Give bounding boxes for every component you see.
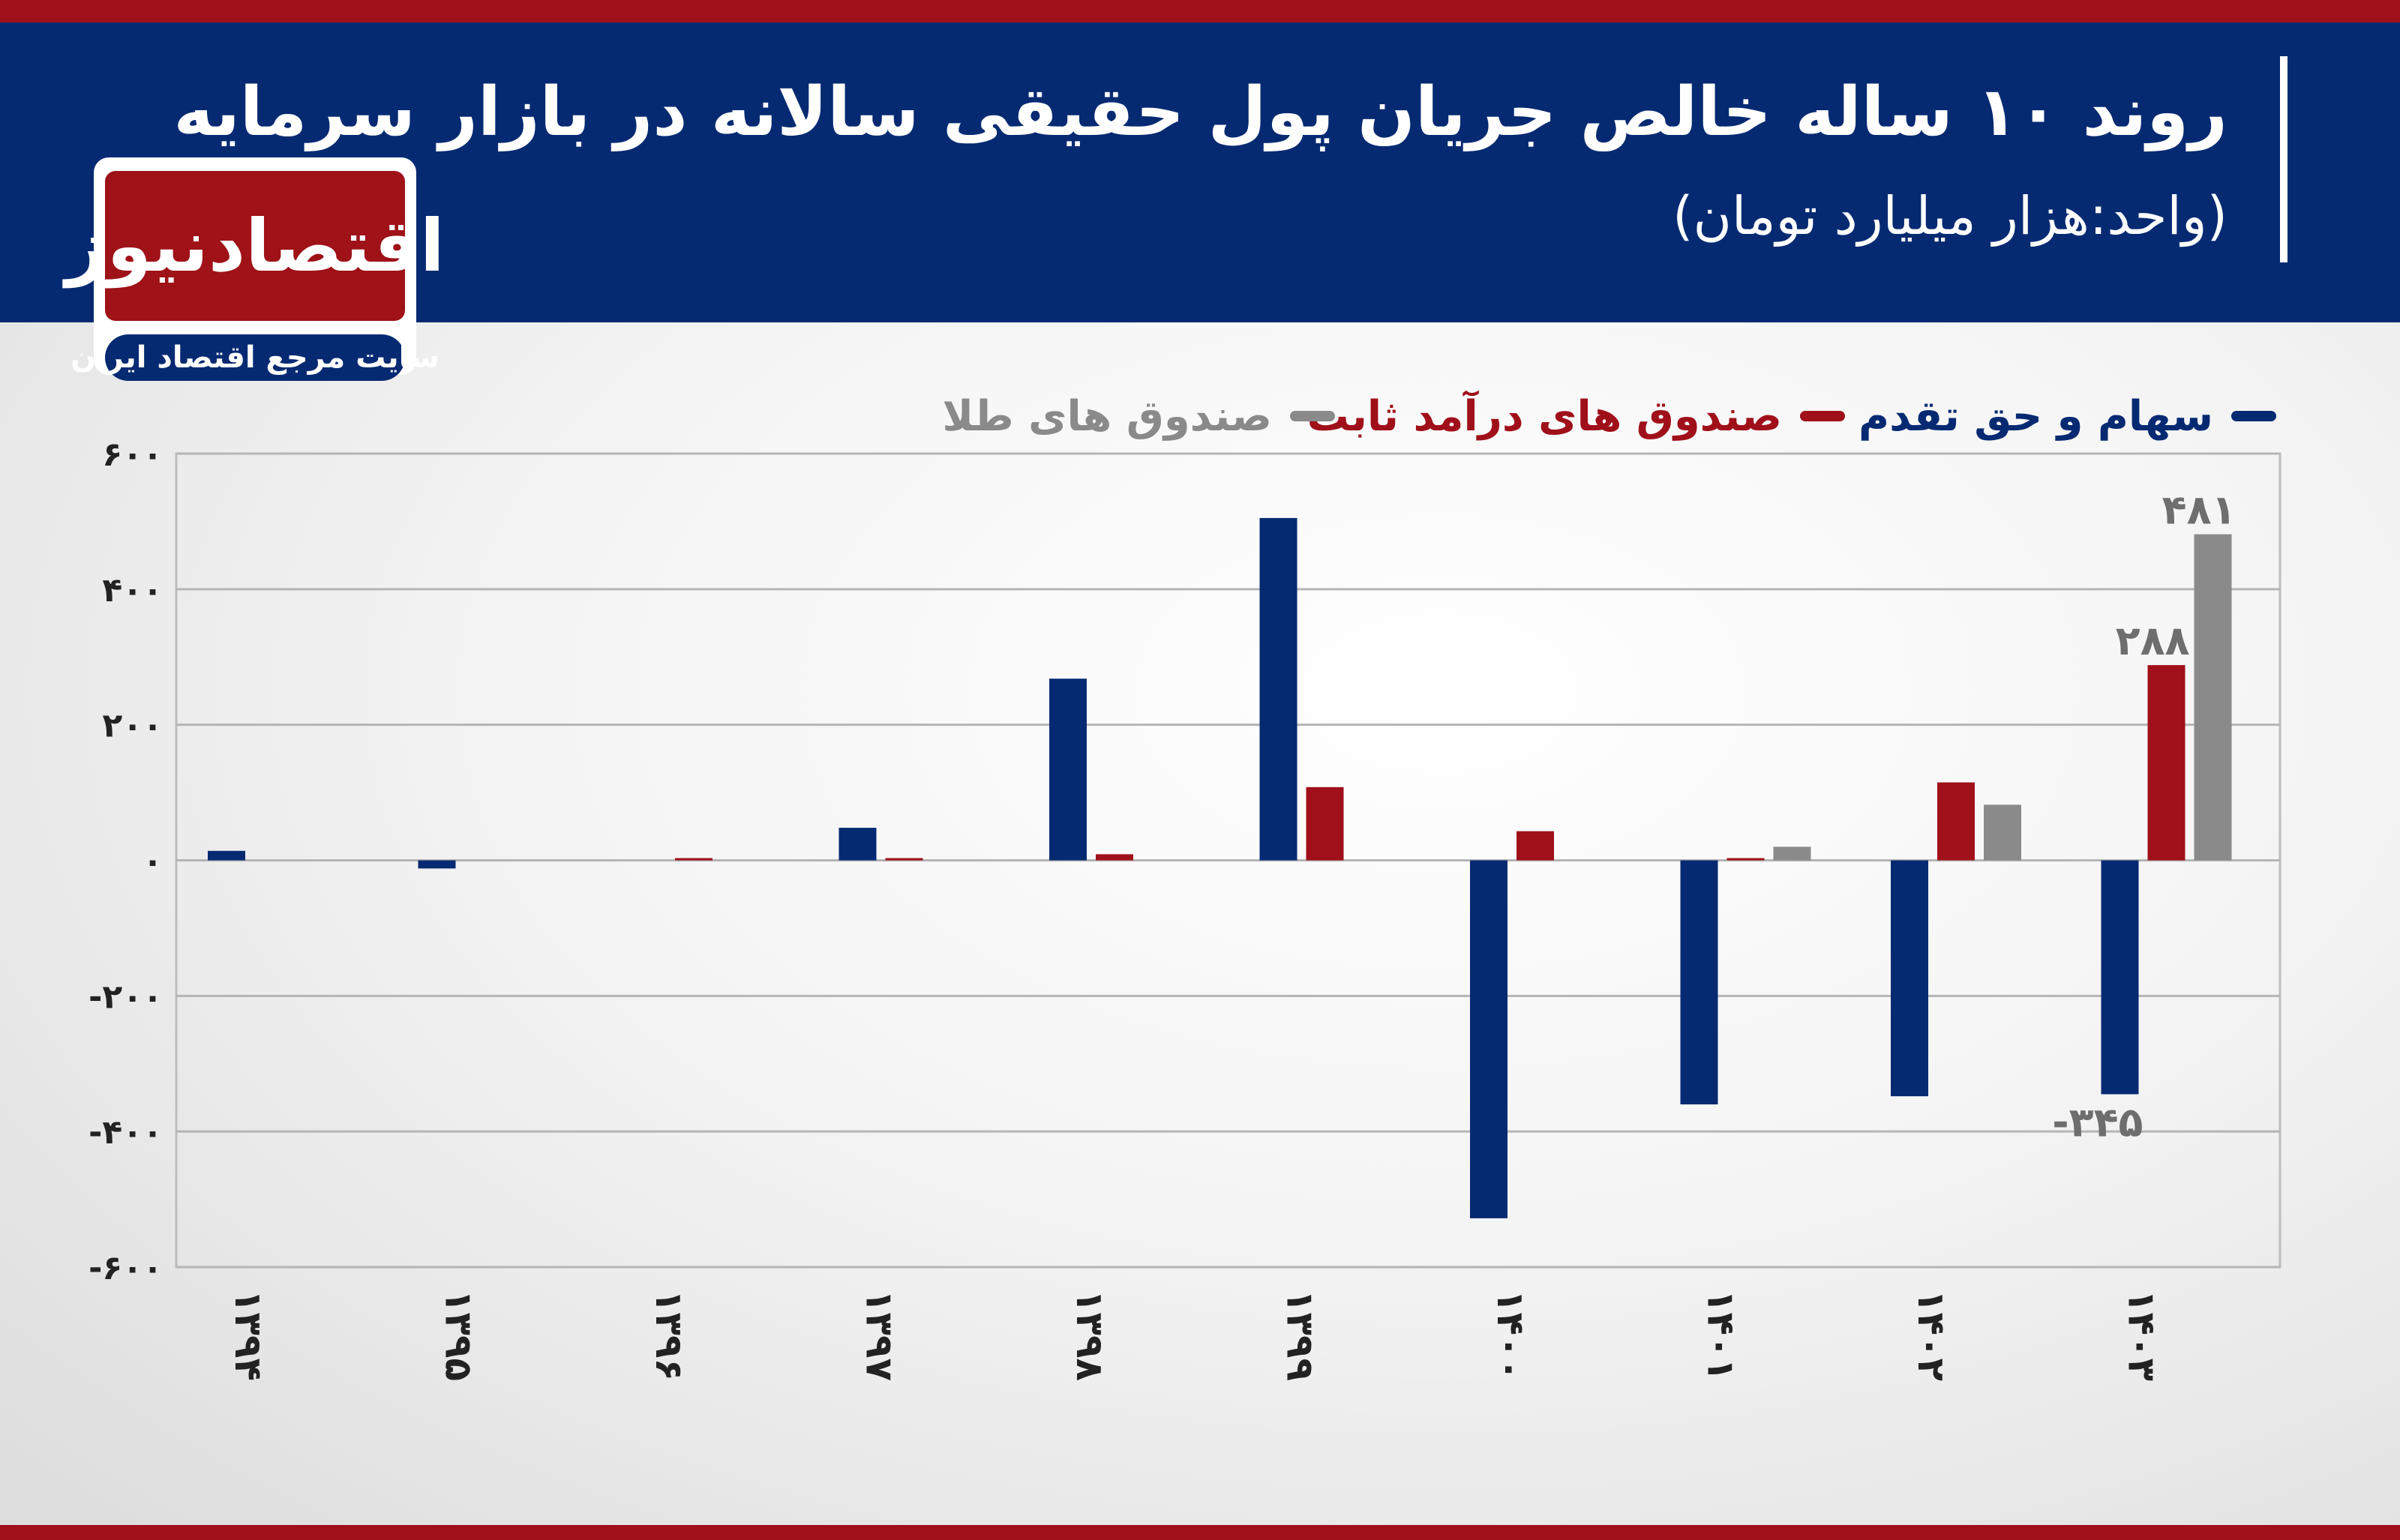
- legend-swatch-red: [1800, 411, 1845, 421]
- bar: [1726, 858, 1765, 861]
- bar: [1891, 860, 1928, 1097]
- page-subtitle: (واحد:هزار میلیارد تومان): [1672, 185, 2228, 247]
- legend-swatch-gray: [1290, 411, 1335, 421]
- bar: [1984, 804, 2021, 861]
- bar: [885, 858, 923, 861]
- bar: [1470, 860, 1508, 1218]
- y-tick-label: -۶۰۰: [88, 1249, 163, 1287]
- bottom-accent-bar: [0, 1525, 2400, 1540]
- bar: [1259, 517, 1298, 861]
- x-tick-label: ۱۴۰۱: [1700, 1290, 1743, 1381]
- legend-label: صندوق های درآمد ثابت: [1306, 391, 1782, 441]
- logo-tagline: سایت مرجع اقتصاد ایران: [70, 334, 440, 381]
- legend-item-stocks: سهام و حق تقدم: [1858, 390, 2276, 442]
- site-logo: اقتصادنیوز: [65, 171, 445, 321]
- header-divider: [2280, 56, 2288, 262]
- bar: [1306, 786, 1344, 861]
- bar: [2101, 860, 2139, 1095]
- bar: [1096, 854, 1133, 861]
- legend-label: صندوق های طلا: [942, 391, 1272, 441]
- x-tick-label: ۱۴۰۳: [2120, 1290, 2164, 1381]
- data-label: -۳۴۵: [2052, 1098, 2143, 1146]
- top-accent-bar: [0, 0, 2400, 22]
- x-tick-label: ۱۳۹۷: [858, 1290, 902, 1381]
- y-tick-label: ۴۰۰: [102, 571, 163, 610]
- x-tick-label: ۱۳۹۵: [437, 1290, 481, 1381]
- bar: [1049, 679, 1087, 861]
- x-tick-label: ۱۳۹۹: [1279, 1290, 1322, 1381]
- y-tick-label: ۰: [142, 843, 163, 881]
- bar: [1680, 860, 1718, 1104]
- y-tick-label: ۶۰۰: [102, 436, 163, 474]
- bar: [1937, 782, 1975, 861]
- x-tick-label: ۱۳۹۸: [1068, 1290, 1112, 1381]
- bar: [838, 828, 877, 861]
- data-label: ۴۸۱: [2162, 487, 2236, 534]
- y-tick-label: ۲۰۰: [102, 707, 163, 745]
- x-tick-label: ۱۴۰۰: [1489, 1290, 1532, 1381]
- legend-item-fixed-income: صندوق های درآمد ثابت: [1307, 390, 1845, 442]
- legend-label: سهام و حق تقدم: [1858, 391, 2213, 441]
- data-label: ۲۸۸: [2116, 617, 2190, 664]
- bar: [2194, 534, 2232, 861]
- y-tick-label: -۲۰۰: [88, 978, 163, 1016]
- legend-swatch-blue: [2231, 411, 2276, 421]
- x-tick-label: ۱۴۰۲: [1910, 1290, 1953, 1381]
- bar: [208, 850, 245, 861]
- y-tick-label: -۴۰۰: [88, 1113, 163, 1152]
- bar: [675, 858, 712, 861]
- x-tick-label: ۱۳۹۶: [647, 1290, 691, 1381]
- bar: [1516, 831, 1554, 861]
- bar: [418, 860, 456, 869]
- x-tick-label: ۱۳۹۴: [226, 1290, 270, 1381]
- page-title: روند ۱۰ ساله خالص جریان پول حقیقی سالانه…: [173, 73, 2228, 151]
- bar: [1773, 846, 1811, 861]
- legend-item-gold-funds: صندوق های طلا: [942, 390, 1335, 442]
- bar: [2147, 665, 2186, 861]
